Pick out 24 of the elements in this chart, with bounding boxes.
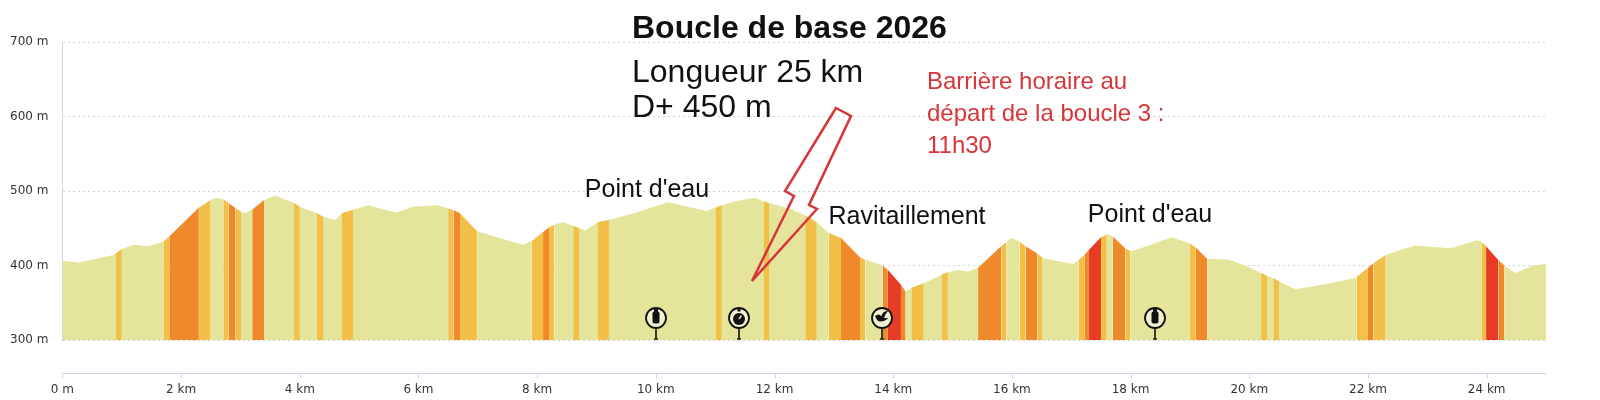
text: Longueur 25 km D+ 450 m xyxy=(632,53,864,124)
x-tick-label: 4 km xyxy=(284,382,315,397)
chart-title: Boucle de base 2026 xyxy=(632,9,947,45)
x-tick-label: 20 km xyxy=(1230,382,1269,397)
x-tick-label: 16 km xyxy=(993,382,1031,397)
x-tick-label: 18 km xyxy=(1111,382,1150,397)
annotation: Point d'eau xyxy=(1087,198,1213,227)
x-tick-label: 14 km xyxy=(874,382,913,397)
x-tick-label: 12 km xyxy=(755,382,794,397)
x-tick-label: 8 km xyxy=(522,382,553,397)
annotation: Point d'eau xyxy=(584,173,710,202)
y-tick-label: 600 m xyxy=(10,108,49,123)
x-tick-label: 10 km xyxy=(636,382,675,397)
y-tick-label: 300 m xyxy=(10,332,49,347)
y-tick-label: 500 m xyxy=(10,183,49,198)
x-tick-label: 2 km xyxy=(166,382,197,397)
x-tick-label: 22 km xyxy=(1349,382,1387,397)
x-tick-label: 0 m xyxy=(50,382,74,397)
annotation: Ravitaillement xyxy=(828,200,986,229)
y-tick-label: 700 m xyxy=(10,34,49,49)
annotation: Barrière horaire au départ de la boucle 3 : 11h30 xyxy=(927,67,1165,158)
x-tick-label: 6 km xyxy=(403,382,434,397)
y-tick-label: 400 m xyxy=(10,257,49,272)
x-tick-label: 24 km xyxy=(1467,382,1506,397)
